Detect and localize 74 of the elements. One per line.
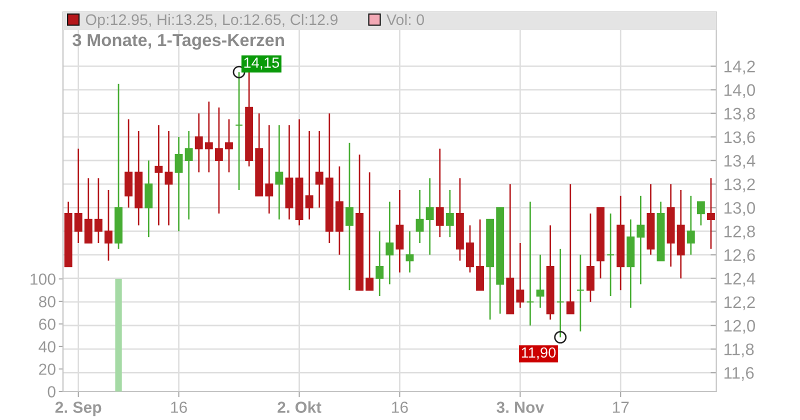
x-tick-label: 3. Nov [496,402,544,413]
candlestick [466,224,474,274]
y-tick-label: 12,8 [724,226,755,240]
text: 14,15 [244,58,280,70]
candlestick [416,189,424,244]
legend-label: Op:12.95, Hi:13.25, Lo:12.65, Cl:12.9 [86,14,338,28]
candlestick [476,218,484,291]
y-tick-label: 11,6 [724,367,754,381]
candlestick [346,142,354,291]
candlestick [426,177,434,256]
candlestick [396,189,404,274]
y-tick-label: 12,6 [724,249,755,263]
candlestick [154,124,163,226]
candlestick [707,177,715,250]
candlestick [606,212,615,297]
candlestick [235,71,243,191]
candlestick [94,177,102,244]
candlestick [84,177,92,244]
candlestick [184,130,193,220]
y-tick-label: 14,0 [724,84,756,98]
candlestick [516,242,524,309]
candlestick [305,130,314,220]
text: 11,90 [522,347,556,360]
y2-tick-label: 40 [38,341,56,352]
candlestick [696,201,705,226]
y-tick-label: 13,0 [724,202,756,216]
candlestick [556,248,564,338]
candlestick [526,201,534,326]
y-tick-label: 13,4 [724,154,756,169]
x-tick-label: 16 [171,402,187,413]
candlestick [204,100,213,173]
y2-tick-label: 60 [39,318,56,330]
candlestick [265,124,274,214]
candlestick [124,118,133,208]
y-tick-label: 11,8 [724,343,754,358]
y-tick-label: 13,6 [724,131,755,146]
candlestick [376,230,384,297]
x-tick-label: 2. Sep [55,402,102,416]
candlestick [586,212,594,303]
candlestick [144,160,153,238]
y-tick-label: 13,8 [724,108,755,122]
candlestick [576,254,584,332]
candlestick [446,189,454,238]
y-tick-label: 12,2 [724,296,755,310]
y2-tick-label: 100 [30,274,56,285]
candlestick [686,195,695,256]
y-tick-label: 12,0 [724,320,756,334]
candlestick [436,148,444,238]
text: 3 Monate, 1-Tages-Kerzen [72,34,284,50]
candlestick [164,130,173,226]
candlestick [315,130,324,208]
candlestick [566,183,574,314]
y-tick-label: 13,2 [724,178,755,192]
y-tick-label: 14,2 [724,60,755,74]
annotation: Vol: 0 [386,14,424,26]
y2-tick-label: 20 [39,364,56,375]
candlestick [74,148,82,244]
x-tick-label: 2. Okt [278,401,322,413]
candlestick [275,124,284,220]
candlestick [104,189,112,262]
candlestick [406,230,414,274]
candlestick [225,118,233,173]
candlestick [386,201,394,285]
x-tick-label: 17 [612,402,629,413]
x-tick-label: 16 [392,402,408,413]
y-tick-label: 12,4 [724,272,756,287]
candlestick [536,254,544,309]
candlestick [636,195,645,285]
candlestick [194,112,203,173]
candlestick [174,136,183,232]
candlestick [366,172,374,291]
y2-tick-label: 0 [48,386,56,398]
candlestick [214,106,223,214]
y2-tick-label: 80 [38,296,56,308]
